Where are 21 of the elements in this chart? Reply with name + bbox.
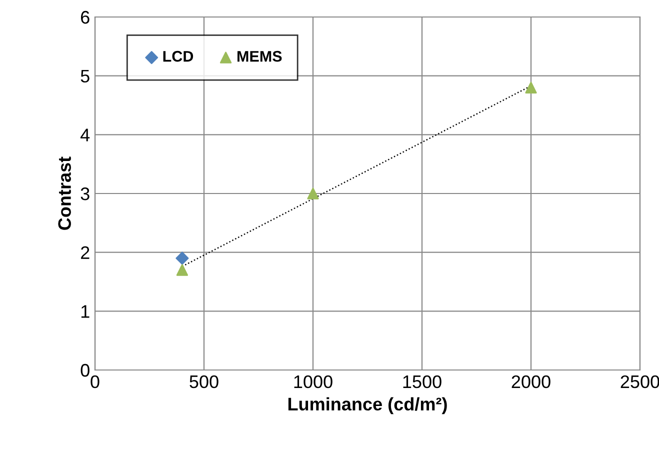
- y-tick-label: 6: [81, 10, 90, 24]
- x-tick-label: 0: [90, 375, 100, 388]
- x-axis-title: Luminance (cd/m²): [288, 397, 447, 414]
- x-tick-label: 2000: [512, 375, 550, 388]
- legend-label: MEMS: [238, 50, 282, 62]
- y-tick-label: 4: [80, 128, 90, 142]
- y-tick-label: 0: [80, 364, 90, 377]
- y-tick-label: 5: [80, 70, 90, 83]
- y-axis-title: Contrast: [58, 156, 71, 230]
- y-tick-label: 3: [80, 187, 90, 200]
- x-tick-label: 1000: [294, 375, 332, 388]
- x-tick-label: 500: [190, 375, 218, 388]
- y-tick-label: 1: [81, 305, 90, 318]
- point: [176, 264, 188, 276]
- point: [176, 252, 189, 265]
- point: [307, 188, 319, 200]
- legend-label: LCD: [163, 50, 194, 62]
- point: [525, 82, 537, 94]
- y-tick-label: 2: [81, 246, 90, 259]
- x-tick-label: 2500: [620, 375, 659, 388]
- x-tick-label: 1500: [403, 375, 442, 388]
